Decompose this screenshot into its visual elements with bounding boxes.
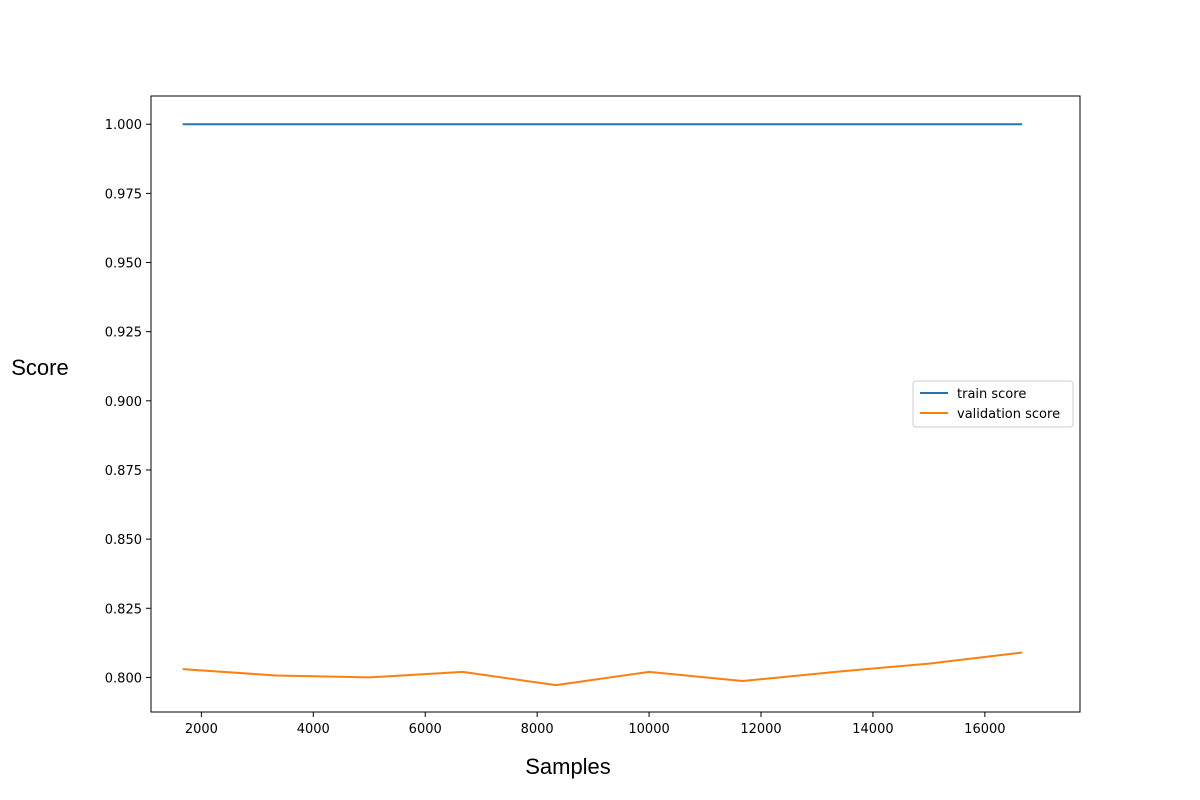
y-tick-label: 0.850 [105, 533, 142, 548]
axis-ticks: 2000 4000 6000 8000 10000 12000 14000 16000 1.00… [105, 118, 1006, 737]
y-tick-label: 0.875 [105, 464, 142, 479]
x-tick-label: 14000 [852, 722, 893, 737]
legend: train score validation score [912, 380, 1074, 428]
x-tick-label: 10000 [628, 722, 669, 737]
legend-box [912, 380, 1074, 428]
x-tick-label: 8000 [521, 722, 554, 737]
axes-frame [150, 95, 1081, 713]
x-axis-title: Samples [525, 754, 611, 779]
y-tick-label: 0.900 [105, 395, 142, 410]
y-tick-label: 0.800 [105, 671, 142, 686]
legend-label: train score [957, 387, 1026, 402]
x-tick-label: 4000 [297, 722, 330, 737]
y-tick-label: 0.975 [105, 187, 142, 202]
y-tick-label: 1.000 [105, 118, 142, 133]
series-line-validation-score [182, 651, 1023, 687]
x-tick-label: 6000 [409, 722, 442, 737]
legend-label: validation score [957, 407, 1060, 422]
x-tick-label: 12000 [740, 722, 781, 737]
x-tick-label: 16000 [964, 722, 1005, 737]
x-tick-label: 2000 [185, 722, 218, 737]
plot-frame [150, 95, 1081, 713]
y-tick-label: 0.925 [105, 326, 142, 341]
y-tick-label: 0.950 [105, 257, 142, 272]
y-tick-label: 0.825 [105, 602, 142, 617]
y-axis-title: Score [11, 355, 68, 380]
plot-area [182, 123, 1023, 687]
